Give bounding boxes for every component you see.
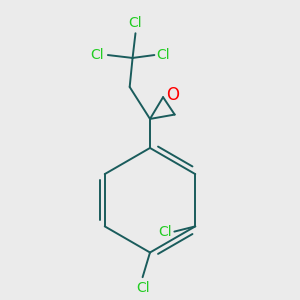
- Text: Cl: Cl: [129, 16, 142, 30]
- Text: Cl: Cl: [158, 225, 172, 238]
- Text: Cl: Cl: [156, 48, 170, 62]
- Text: O: O: [167, 86, 180, 104]
- Text: Cl: Cl: [90, 48, 104, 62]
- Text: Cl: Cl: [136, 281, 149, 295]
